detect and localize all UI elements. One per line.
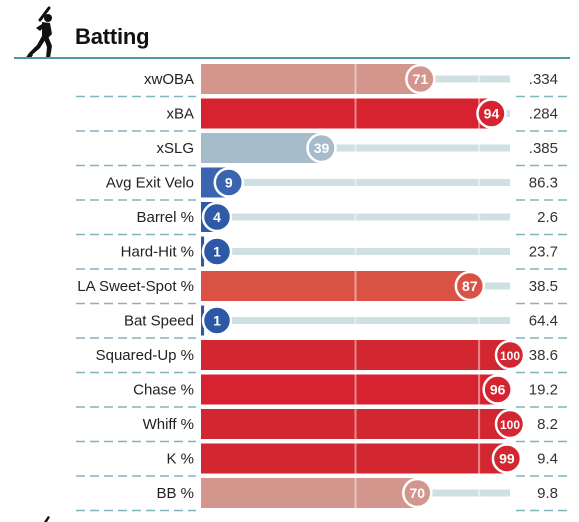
section-title: Batting [75,24,150,49]
stat-value-label: 23.7 [529,244,558,261]
category-label: xSLG [156,140,194,157]
category-label: xBA [166,106,194,123]
stat-value-label: 86.3 [529,175,558,192]
percentile-value-label: 100 [500,349,520,363]
category-label: Bat Speed [124,313,194,330]
category-label: Barrel % [136,209,194,226]
percentile-value-label: 71 [413,71,429,87]
stat-value-label: .385 [529,140,558,157]
category-label: Chase % [133,382,194,399]
percentile-bubble [213,167,245,198]
category-label: Hard-Hit % [121,244,194,261]
percentile-bubble [201,201,233,233]
section-header: Batting [0,0,579,62]
stat-value-label: .284 [529,106,558,123]
stat-value-label: 64.4 [529,313,558,330]
percentile-bubble [494,408,526,440]
track-bar [201,317,510,324]
stat-value-label: 38.5 [529,278,558,295]
percentile-value-label: 100 [500,418,520,432]
percentile-bubble [402,477,433,509]
percentile-value-label: 9 [225,175,233,191]
track-bar [201,179,510,186]
percentile-bar [201,443,507,474]
bat-fragment-icon [44,516,50,522]
percentile-value-label: 70 [410,485,426,501]
percentile-value-label: 99 [499,451,515,467]
stat-value-label: 19.2 [529,382,558,399]
percentile-bubble [482,374,513,405]
percentile-value-label: 96 [490,382,506,398]
percentile-bar [201,133,322,163]
percentile-value-label: 4 [213,209,221,225]
percentile-bubble [405,63,436,95]
stat-value-label: .334 [529,71,558,88]
percentile-bubble [201,305,233,336]
percentile-bar [201,64,421,94]
stat-value-label: 38.6 [529,347,558,364]
percentile-value-label: 87 [462,278,478,294]
category-label: LA Sweet-Spot % [77,278,194,295]
percentile-bar [201,374,498,405]
category-label: Whiff % [143,416,194,433]
percentile-bar [201,271,470,301]
percentile-value-label: 39 [314,140,330,156]
percentile-bar [201,98,492,129]
stat-value-label: 9.8 [537,485,558,502]
track-bar [201,213,510,221]
percentile-bar [201,478,418,508]
category-label: xwOBA [144,71,194,88]
category-label: Avg Exit Velo [106,175,194,192]
percentile-bubble [201,236,233,267]
percentile-value-label: 1 [213,244,221,260]
category-label: Squared-Up % [96,347,194,364]
track-bar [201,248,510,255]
batter-silhouette-icon [25,6,52,59]
stat-value-label: 2.6 [537,209,558,226]
percentile-bubble [476,98,507,129]
percentile-bar [201,340,510,370]
percentile-bubble [306,132,337,164]
track-bar [201,144,510,152]
percentile-value-label: 94 [484,106,500,122]
category-label: K % [166,451,194,468]
percentile-bubble [454,270,486,302]
title-divider [14,57,570,59]
stat-value-label: 8.2 [537,416,558,433]
percentile-bubble [494,339,526,371]
percentile-bar [201,409,510,439]
stat-value-label: 9.4 [537,451,558,468]
category-label: BB % [156,485,194,502]
percentile-bubble [491,443,523,474]
percentile-value-label: 1 [213,313,221,329]
